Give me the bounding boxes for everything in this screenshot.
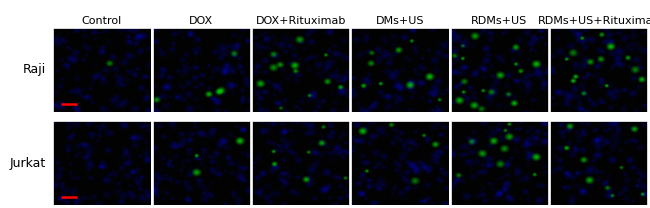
Text: Control: Control [82, 16, 122, 26]
Text: Jurkat: Jurkat [9, 156, 46, 170]
Text: DOX: DOX [189, 16, 213, 26]
Text: DMs+US: DMs+US [376, 16, 424, 26]
Text: Raji: Raji [22, 63, 46, 76]
Text: RDMs+US+Rituximab: RDMs+US+Rituximab [538, 16, 650, 26]
Text: RDMs+US: RDMs+US [471, 16, 528, 26]
Text: DOX+Rituximab: DOX+Rituximab [255, 16, 346, 26]
